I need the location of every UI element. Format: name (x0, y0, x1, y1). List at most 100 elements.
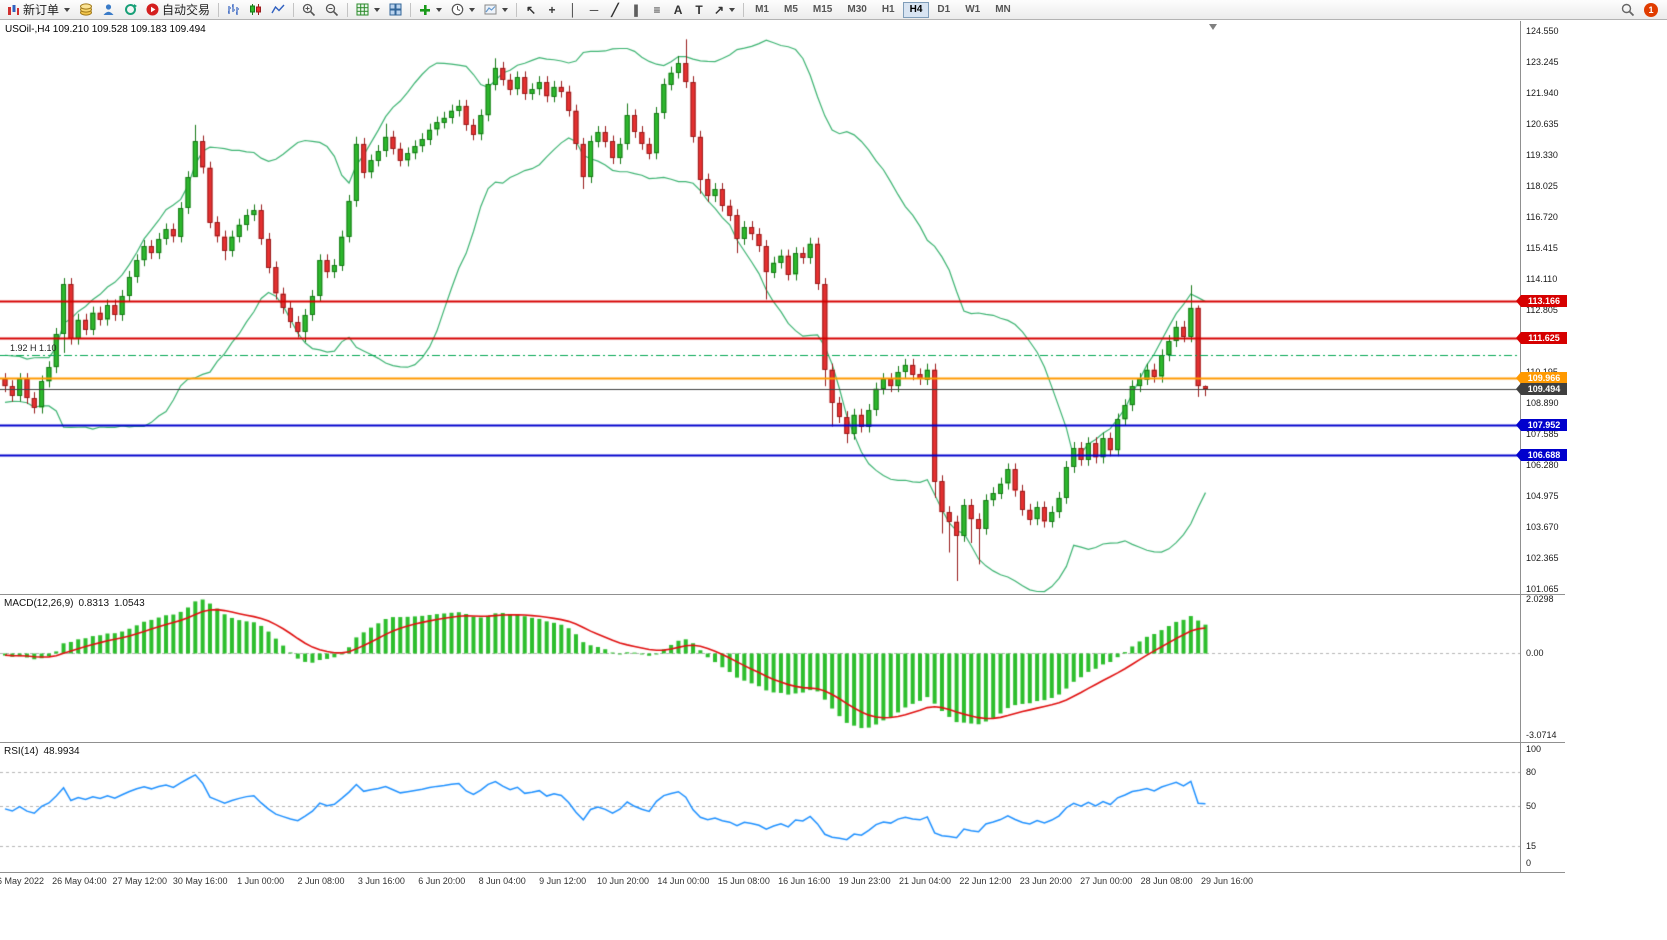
new-order-label: 新订单 (23, 3, 60, 17)
price-axis-label: 101.065 (1526, 584, 1559, 594)
time-axis-label: 10 Jun 20:00 (596, 876, 650, 886)
fibonacci-tool-button[interactable]: ≡ (647, 1, 667, 19)
label-tool-icon: T (695, 2, 703, 17)
time-axis-label: 30 May 16:00 (172, 876, 228, 886)
candlestick-chart-button[interactable] (245, 1, 266, 19)
price-axis-label: 124.550 (1526, 26, 1559, 36)
horizontal-line-tool-button[interactable]: ─ (584, 1, 604, 19)
price-axis-label: 103.670 (1526, 522, 1559, 532)
autotrading-icon (146, 3, 159, 16)
macd-main-value: 0.8313 (78, 598, 110, 609)
zoom-in-icon (302, 3, 316, 16)
indicators-button[interactable] (415, 1, 446, 19)
time-axis-label: 15 Jun 08:00 (717, 876, 770, 886)
price-axis-divider (1520, 21, 1521, 872)
new-chart-button[interactable] (352, 1, 384, 19)
tile-windows-button[interactable] (385, 1, 406, 19)
timeframe-w1-button[interactable]: W1 (958, 2, 987, 18)
timeframe-group: M1 M5 M15 M30 H1 H4 D1 W1 MN (748, 1, 1018, 18)
add-indicator-icon (420, 4, 431, 15)
rsi-scale-label: 80 (1526, 766, 1537, 777)
timeframe-h1-button[interactable]: H1 (875, 2, 902, 18)
channel-tool-button[interactable]: ∥ (626, 1, 646, 19)
price-axis-label: 112.805 (1526, 305, 1558, 315)
macd-name: MACD(12,26,9) (4, 598, 74, 609)
vertical-line-tool-button[interactable]: │ (563, 1, 583, 19)
toolbar-separator (293, 2, 295, 17)
macd-signal-value: 1.0543 (114, 598, 145, 609)
bar-chart-icon (228, 4, 240, 15)
macd-canvas[interactable] (0, 596, 1520, 742)
refresh-button[interactable] (120, 1, 141, 19)
timeframe-d1-button[interactable]: D1 (930, 2, 957, 18)
autotrading-button[interactable]: 自动交易 (142, 1, 214, 19)
trendline-tool-button[interactable]: ╱ (605, 1, 625, 19)
chevron-down-icon (469, 7, 476, 12)
toolbar-separator (347, 2, 349, 17)
time-axis-label: 23 Jun 20:00 (1019, 876, 1072, 886)
price-chart-canvas[interactable] (0, 21, 1520, 594)
cursor-tool-button[interactable]: ↖ (521, 1, 541, 19)
candlestick-chart-icon (250, 4, 262, 15)
line-chart-button[interactable] (267, 1, 289, 19)
arrows-tool-icon: ↗ (714, 2, 725, 17)
crosshair-tool-button[interactable]: + (542, 1, 562, 19)
zoom-in-button[interactable] (298, 1, 320, 19)
search-button[interactable] (1617, 1, 1639, 19)
chart-window: USOil-,H4 109.210 109.528 109.183 109.49… (0, 21, 1667, 940)
zoom-out-button[interactable] (321, 1, 343, 19)
time-axis-label: 8 Jun 04:00 (478, 876, 526, 886)
new-order-button[interactable]: 新订单 (3, 1, 74, 19)
timeframe-m15-button[interactable]: M15 (806, 2, 839, 18)
price-tag: 113.166 (1516, 295, 1567, 308)
deposit-button[interactable] (75, 1, 97, 19)
price-tag-notch (1516, 382, 1521, 395)
time-axis[interactable]: 26 May 2022 26 May 04:00 27 May 12:00 30 Ma… (0, 874, 1520, 890)
macd-indicator-label: MACD(12,26,9) 0.8313 1.0543 (4, 598, 150, 609)
rsi-indicator-label: RSI(14) 48.9934 (4, 746, 85, 757)
chevron-down-icon (729, 7, 736, 12)
community-button[interactable] (98, 1, 119, 19)
price-axis-label: 120.635 (1526, 119, 1559, 129)
timeframe-h4-button[interactable]: H4 (902, 1, 930, 18)
chevron-down-icon (64, 7, 71, 12)
time-axis-label: 21 Jun 04:00 (898, 876, 952, 886)
rsi-canvas[interactable] (0, 744, 1520, 872)
timeframe-mn-button[interactable]: MN (988, 2, 1018, 18)
arrows-tool-button[interactable]: ↗ (710, 1, 739, 19)
notification-badge[interactable]: 1 (1644, 2, 1658, 17)
rsi-scale-label: 50 (1526, 801, 1537, 811)
drawing-tools-group: ↖ + │ ─ ╱ ∥ ≡ A T ↗ (521, 1, 739, 19)
timeframe-m5-button[interactable]: M5 (777, 2, 805, 18)
templates-button[interactable] (480, 1, 512, 19)
price-tag: 106.688 (1516, 449, 1567, 462)
scroll-to-end-icon[interactable] (1209, 24, 1217, 30)
vertical-line-tool-icon: │ (569, 2, 577, 17)
timeframe-m30-button[interactable]: M30 (840, 2, 873, 18)
price-axis-label: 106.280 (1526, 460, 1559, 470)
price-axis-label: 104.975 (1526, 491, 1559, 501)
template-icon (484, 4, 497, 15)
price-axis-label: 115.415 (1526, 243, 1558, 253)
price-tag-notch (1516, 295, 1521, 308)
bar-chart-button[interactable] (223, 1, 244, 19)
cursor-tool-icon: ↖ (526, 2, 537, 17)
time-axis-label: 26 May 04:00 (52, 876, 107, 886)
clock-icon (451, 3, 464, 16)
time-axis-label: 14 Jun 00:00 (657, 876, 710, 886)
price-axis-label: 118.025 (1526, 181, 1558, 191)
time-axis-divider (0, 872, 1565, 873)
time-axis-label: 27 May 12:00 (112, 876, 168, 886)
fibonacci-tool-icon: ≡ (653, 2, 661, 17)
periods-button[interactable] (447, 1, 479, 19)
macd-panel-divider[interactable] (0, 594, 1565, 595)
price-axis-label: 114.110 (1526, 274, 1558, 284)
price-tag: 109.494 (1516, 382, 1567, 395)
timeframe-m1-button[interactable]: M1 (748, 2, 776, 18)
label-tool-button[interactable]: T (689, 1, 709, 19)
text-tool-button[interactable]: A (668, 1, 688, 19)
chart-symbol-ohlc: USOil-,H4 109.210 109.528 109.183 109.49… (5, 24, 206, 35)
price-axis[interactable]: 124.550 123.245 121.940 120.635 119.330 118.0… (1516, 21, 1667, 940)
rsi-panel-divider[interactable] (0, 742, 1565, 743)
time-axis-label: 26 May 2022 (0, 876, 45, 886)
